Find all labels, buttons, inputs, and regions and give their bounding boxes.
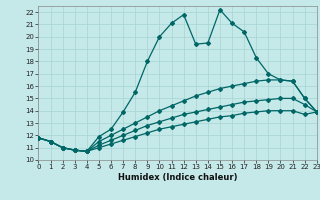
X-axis label: Humidex (Indice chaleur): Humidex (Indice chaleur) xyxy=(118,173,237,182)
